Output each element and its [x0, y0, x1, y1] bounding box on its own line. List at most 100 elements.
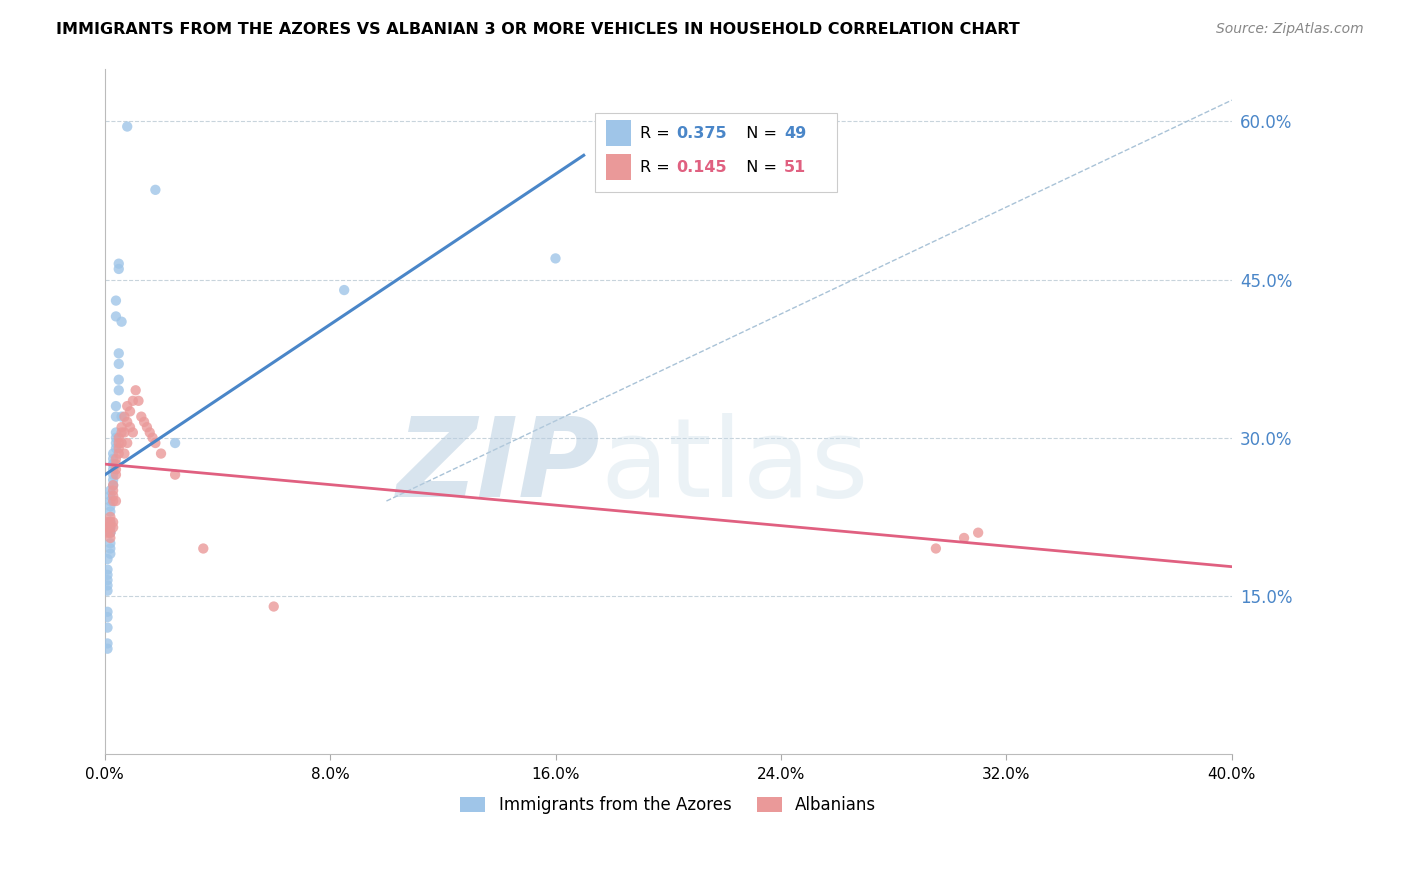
Point: [101, 467, 124, 482]
Text: ZIP: ZIP: [396, 413, 600, 520]
Point: [101, 494, 124, 508]
Point: [136, 420, 159, 434]
Point: [107, 357, 129, 371]
Point: [145, 183, 167, 197]
Point: [101, 446, 124, 460]
Point: [115, 399, 138, 413]
Point: [101, 473, 124, 487]
Point: [98, 483, 121, 498]
Point: [104, 462, 127, 476]
Point: [124, 384, 146, 398]
Point: [96, 621, 118, 635]
Point: [107, 384, 129, 398]
Point: [101, 520, 124, 534]
Point: [118, 420, 141, 434]
Point: [193, 541, 215, 556]
Text: N =: N =: [735, 126, 782, 141]
Text: atlas: atlas: [600, 413, 869, 520]
Point: [101, 451, 124, 466]
Point: [98, 525, 121, 540]
Point: [127, 393, 149, 408]
Point: [96, 605, 118, 619]
Point: [131, 409, 153, 424]
Point: [96, 641, 118, 656]
Point: [112, 425, 135, 440]
Point: [101, 478, 124, 492]
Point: [104, 293, 127, 308]
Point: [110, 409, 132, 424]
Point: [98, 547, 121, 561]
Point: [115, 415, 138, 429]
Point: [121, 425, 143, 440]
Point: [107, 446, 129, 460]
Point: [104, 431, 127, 445]
Text: R =: R =: [640, 161, 675, 176]
Point: [96, 583, 118, 598]
Point: [104, 442, 127, 456]
Point: [110, 420, 132, 434]
Point: [165, 436, 187, 450]
Point: [112, 446, 135, 460]
Text: 0.375: 0.375: [676, 126, 727, 141]
Point: [98, 525, 121, 540]
Point: [104, 457, 127, 471]
Point: [96, 610, 118, 624]
Point: [96, 636, 118, 650]
Text: IMMIGRANTS FROM THE AZORES VS ALBANIAN 3 OR MORE VEHICLES IN HOUSEHOLD CORRELATI: IMMIGRANTS FROM THE AZORES VS ALBANIAN 3…: [56, 22, 1019, 37]
Point: [101, 457, 124, 471]
Point: [925, 541, 948, 556]
Point: [112, 409, 135, 424]
Point: [98, 505, 121, 519]
Point: [104, 436, 127, 450]
Point: [115, 120, 138, 134]
Point: [107, 442, 129, 456]
Point: [98, 520, 121, 534]
Text: Source: ZipAtlas.com: Source: ZipAtlas.com: [1216, 22, 1364, 37]
Point: [101, 483, 124, 498]
Point: [101, 462, 124, 476]
Point: [118, 404, 141, 418]
Point: [544, 252, 567, 266]
Point: [101, 489, 124, 503]
Point: [107, 436, 129, 450]
Point: [104, 310, 127, 324]
Point: [333, 283, 356, 297]
Point: [110, 425, 132, 440]
Point: [134, 415, 156, 429]
Point: [96, 573, 118, 587]
Point: [96, 520, 118, 534]
Point: [98, 536, 121, 550]
Text: R =: R =: [640, 126, 675, 141]
Point: [967, 525, 990, 540]
Point: [96, 563, 118, 577]
Point: [98, 531, 121, 545]
Point: [98, 494, 121, 508]
Point: [139, 425, 162, 440]
Point: [101, 515, 124, 529]
Bar: [606, 154, 631, 180]
Bar: [606, 120, 631, 146]
Point: [98, 541, 121, 556]
Point: [101, 478, 124, 492]
Point: [107, 431, 129, 445]
Point: [96, 567, 118, 582]
Point: [98, 489, 121, 503]
Point: [98, 500, 121, 514]
Point: [104, 467, 127, 482]
Point: [145, 436, 167, 450]
Point: [150, 446, 173, 460]
Point: [98, 525, 121, 540]
Point: [263, 599, 285, 614]
Point: [104, 494, 127, 508]
Point: [96, 525, 118, 540]
Point: [107, 373, 129, 387]
Point: [104, 409, 127, 424]
Point: [96, 578, 118, 592]
Point: [104, 399, 127, 413]
Text: 51: 51: [785, 161, 807, 176]
Text: 0.145: 0.145: [676, 161, 727, 176]
Point: [110, 436, 132, 450]
Point: [121, 393, 143, 408]
Point: [165, 467, 187, 482]
Text: 49: 49: [785, 126, 807, 141]
